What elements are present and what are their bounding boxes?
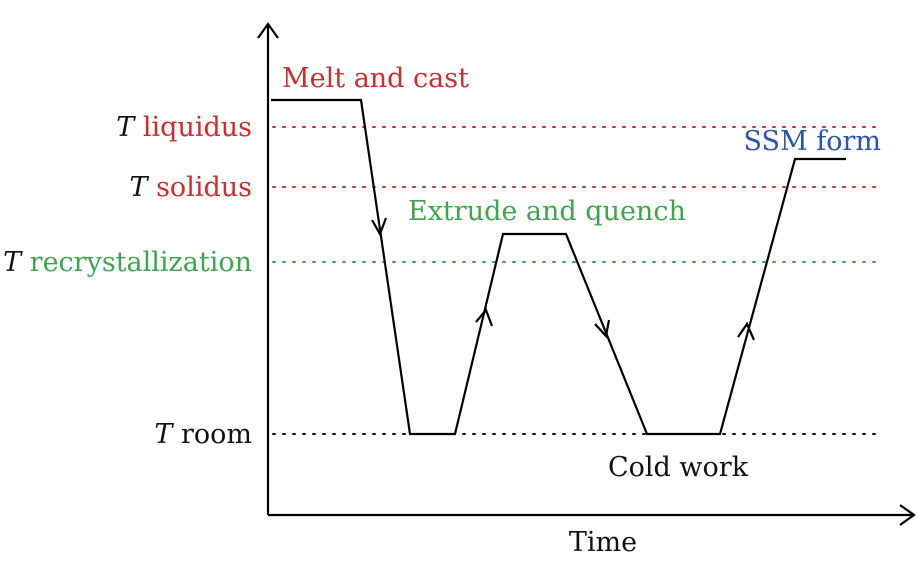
room-label: T room xyxy=(154,419,252,450)
x-axis-label: Time xyxy=(569,527,637,558)
arrow-down-icon xyxy=(594,319,611,339)
arrow-up-icon xyxy=(737,321,756,341)
liquidus-label: T liquidus xyxy=(116,112,252,143)
extrude-and-quench-annotation: Extrude and quench xyxy=(408,196,686,227)
arrow-down-icon xyxy=(371,217,388,237)
axes xyxy=(257,22,916,526)
cold-work-annotation: Cold work xyxy=(608,452,749,483)
x-axis-arrowhead xyxy=(899,504,916,526)
process-path xyxy=(271,98,846,436)
recrystallization-label: T recrystallization xyxy=(3,247,252,278)
ssm-form-annotation: SSM form xyxy=(743,126,881,157)
arrow-up-icon xyxy=(475,307,494,327)
solidus-label: T solidus xyxy=(129,172,252,203)
melt-and-cast-annotation: Melt and cast xyxy=(282,63,469,94)
direction-arrows xyxy=(371,217,756,341)
reference-lines xyxy=(272,126,881,435)
y-axis-arrowhead xyxy=(257,22,279,39)
